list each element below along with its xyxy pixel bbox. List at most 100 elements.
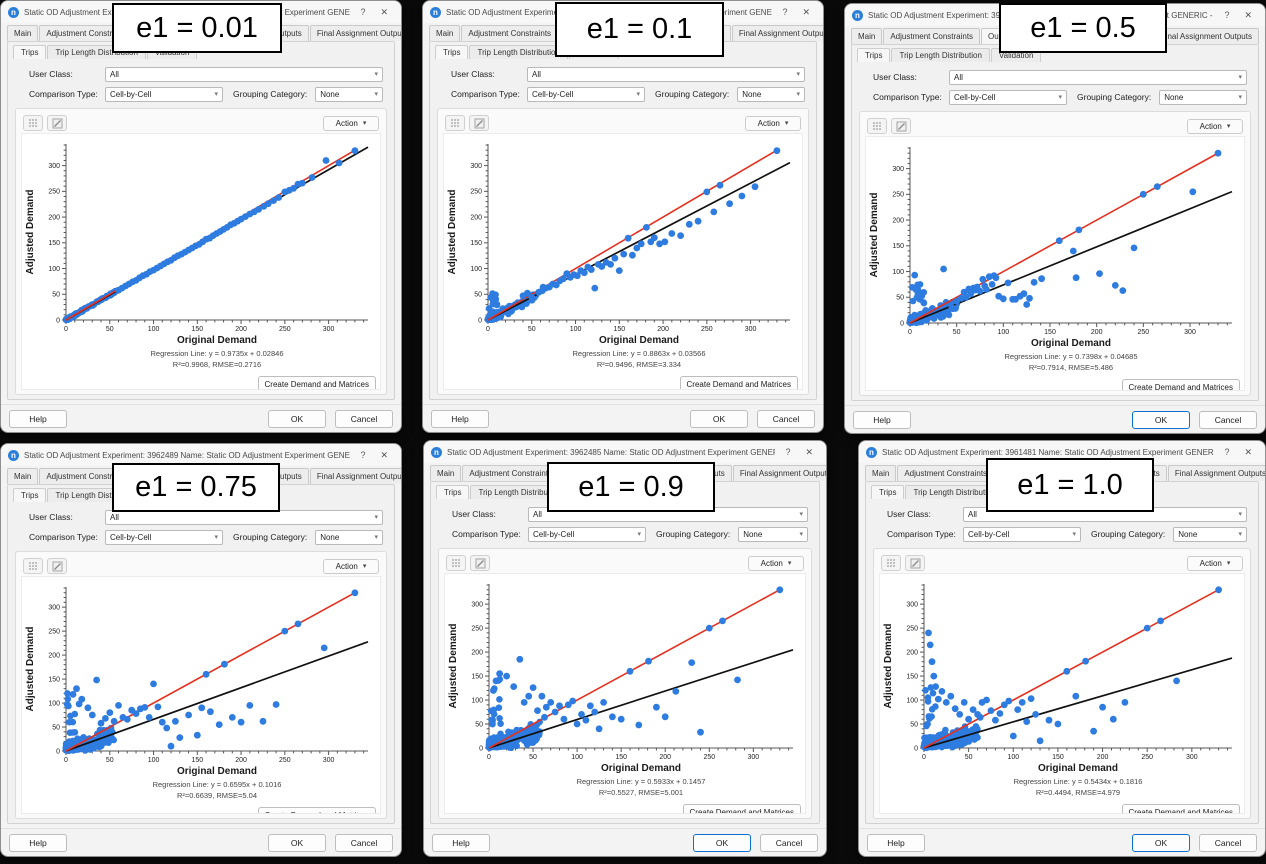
- close-icon[interactable]: ✕: [1244, 446, 1252, 457]
- action-dropdown[interactable]: Action ▾: [323, 115, 379, 131]
- edit-chart-button[interactable]: [905, 555, 925, 571]
- tab-main[interactable]: Main: [7, 468, 39, 484]
- comparison-type-select[interactable]: Cell-by-Cell ▾: [949, 89, 1067, 105]
- cancel-button[interactable]: Cancel: [335, 409, 393, 428]
- edit-chart-button[interactable]: [469, 115, 489, 131]
- tab-final-assignment-outputs[interactable]: Final Assignment Outputs: [731, 25, 823, 41]
- grouping-category-select[interactable]: None ▾: [1159, 89, 1247, 105]
- grid-view-button[interactable]: [445, 115, 465, 131]
- subtab-trips[interactable]: Trips: [871, 485, 905, 499]
- help-button[interactable]: Help: [9, 409, 67, 428]
- subtab-trips[interactable]: Trips: [435, 45, 469, 59]
- titlebar-help-button[interactable]: ?: [1224, 10, 1230, 20]
- help-button[interactable]: Help: [432, 833, 490, 852]
- action-dropdown[interactable]: Action ▾: [1187, 555, 1243, 571]
- tab-final-assignment-outputs[interactable]: Final Assignment Outputs: [1153, 28, 1259, 44]
- tab-main[interactable]: Main: [7, 25, 39, 41]
- action-dropdown[interactable]: Action ▾: [1187, 118, 1243, 134]
- tab-main[interactable]: Main: [865, 465, 897, 481]
- comparison-type-select[interactable]: Cell-by-Cell ▾: [105, 86, 223, 102]
- subtab-trips[interactable]: Trips: [857, 48, 891, 62]
- svg-text:150: 150: [48, 240, 60, 247]
- tab-adjustment-constraints[interactable]: Adjustment Constraints: [883, 28, 981, 44]
- action-dropdown[interactable]: Action ▾: [748, 555, 804, 571]
- action-dropdown[interactable]: Action ▾: [745, 115, 801, 131]
- create-demand-button[interactable]: Create Demand and Matrices: [257, 807, 376, 813]
- ok-button[interactable]: OK: [1132, 833, 1190, 852]
- create-demand-button[interactable]: Create Demand and Matrices: [1121, 379, 1240, 390]
- edit-chart-button[interactable]: [47, 115, 67, 131]
- comparison-type-select[interactable]: Cell-by-Cell ▾: [963, 526, 1081, 542]
- tab-adjustment-constraints[interactable]: Adjustment Constraints: [461, 25, 559, 41]
- user-class-select[interactable]: All ▾: [949, 69, 1247, 85]
- titlebar-help-button[interactable]: ?: [1224, 447, 1230, 457]
- edit-chart-button[interactable]: [891, 118, 911, 134]
- svg-text:50: 50: [474, 292, 482, 299]
- create-row: Create Demand and Matrices: [22, 370, 380, 389]
- grid-view-button[interactable]: [446, 555, 466, 571]
- comparison-type-select[interactable]: Cell-by-Cell ▾: [528, 526, 646, 542]
- tab-final-assignment-outputs[interactable]: Final Assignment Outputs: [309, 25, 401, 41]
- ok-button[interactable]: OK: [690, 409, 748, 428]
- titlebar-help-button[interactable]: ?: [782, 7, 788, 17]
- create-demand-button[interactable]: Create Demand and Matrices: [257, 376, 376, 389]
- subtab-trips[interactable]: Trips: [13, 488, 47, 502]
- cancel-button[interactable]: Cancel: [335, 833, 393, 852]
- grid-view-button[interactable]: [881, 555, 901, 571]
- svg-text:250: 250: [279, 757, 291, 764]
- help-button[interactable]: Help: [867, 833, 925, 852]
- tab-final-assignment-outputs[interactable]: Final Assignment Outputs: [309, 468, 401, 484]
- cancel-button[interactable]: Cancel: [760, 833, 818, 852]
- close-icon[interactable]: ✕: [802, 6, 810, 17]
- edit-chart-button[interactable]: [470, 555, 490, 571]
- comparison-type-select[interactable]: Cell-by-Cell ▾: [105, 529, 223, 545]
- create-demand-button[interactable]: Create Demand and Matrices: [679, 376, 798, 389]
- subtab-trips[interactable]: Trips: [436, 485, 470, 499]
- create-demand-button[interactable]: Create Demand and Matrices: [1121, 804, 1240, 813]
- close-icon[interactable]: ✕: [805, 446, 813, 457]
- tab-final-assignment-outputs[interactable]: Final Assignment Outputs: [1167, 465, 1265, 481]
- help-button[interactable]: Help: [9, 833, 67, 852]
- subtab-trips[interactable]: Trips: [13, 45, 47, 59]
- tab-main[interactable]: Main: [429, 25, 461, 41]
- ok-button[interactable]: OK: [268, 409, 326, 428]
- user-class-select[interactable]: All ▾: [527, 66, 805, 82]
- help-button[interactable]: Help: [431, 409, 489, 428]
- ok-button[interactable]: OK: [268, 833, 326, 852]
- titlebar-help-button[interactable]: ?: [360, 450, 366, 460]
- grid-view-button[interactable]: [23, 558, 43, 574]
- grouping-category-select[interactable]: None ▾: [315, 86, 383, 102]
- grouping-category-select[interactable]: None ▾: [1173, 526, 1247, 542]
- create-demand-button[interactable]: Create Demand and Matrices: [682, 804, 801, 813]
- ok-button[interactable]: OK: [693, 833, 751, 852]
- tab-main[interactable]: Main: [851, 28, 883, 44]
- grid-view-button[interactable]: [23, 115, 43, 131]
- help-button[interactable]: Help: [853, 410, 911, 429]
- tab-main[interactable]: Main: [430, 465, 462, 481]
- cancel-button[interactable]: Cancel: [757, 409, 815, 428]
- user-class-select[interactable]: All ▾: [105, 66, 383, 82]
- close-icon[interactable]: ✕: [380, 6, 388, 17]
- grouping-category-select[interactable]: None ▾: [738, 526, 808, 542]
- comparison-row: Comparison Type: Cell-by-Cell ▾ Grouping…: [15, 84, 387, 104]
- close-icon[interactable]: ✕: [1244, 9, 1252, 20]
- titlebar-help-button[interactable]: ?: [785, 447, 791, 457]
- regression-summary: Regression Line: y = 0.9735x + 0.02846 R…: [22, 346, 380, 370]
- caret-down-icon: ▾: [784, 120, 789, 127]
- grouping-category-select[interactable]: None ▾: [315, 529, 383, 545]
- comparison-type-select[interactable]: Cell-by-Cell ▾: [527, 86, 645, 102]
- tab-adjustment-constraints[interactable]: Adjustment Constraints: [897, 465, 995, 481]
- grid-view-button[interactable]: [867, 118, 887, 134]
- tab-adjustment-constraints[interactable]: Adjustment Constraints: [462, 465, 560, 481]
- cancel-button[interactable]: Cancel: [1199, 410, 1257, 429]
- titlebar-help-button[interactable]: ?: [360, 7, 366, 17]
- action-dropdown[interactable]: Action ▾: [323, 558, 379, 574]
- subtab-trip-length-distribution[interactable]: Trip Length Distribution: [891, 48, 990, 62]
- ok-button[interactable]: OK: [1132, 410, 1190, 429]
- tab-final-assignment-outputs[interactable]: Final Assignment Outputs: [732, 465, 826, 481]
- edit-chart-button[interactable]: [47, 558, 67, 574]
- grouping-category-select[interactable]: None ▾: [737, 86, 805, 102]
- cancel-button[interactable]: Cancel: [1199, 833, 1257, 852]
- close-icon[interactable]: ✕: [380, 449, 388, 460]
- subtab-trip-length-distribution[interactable]: Trip Length Distribution: [469, 45, 568, 59]
